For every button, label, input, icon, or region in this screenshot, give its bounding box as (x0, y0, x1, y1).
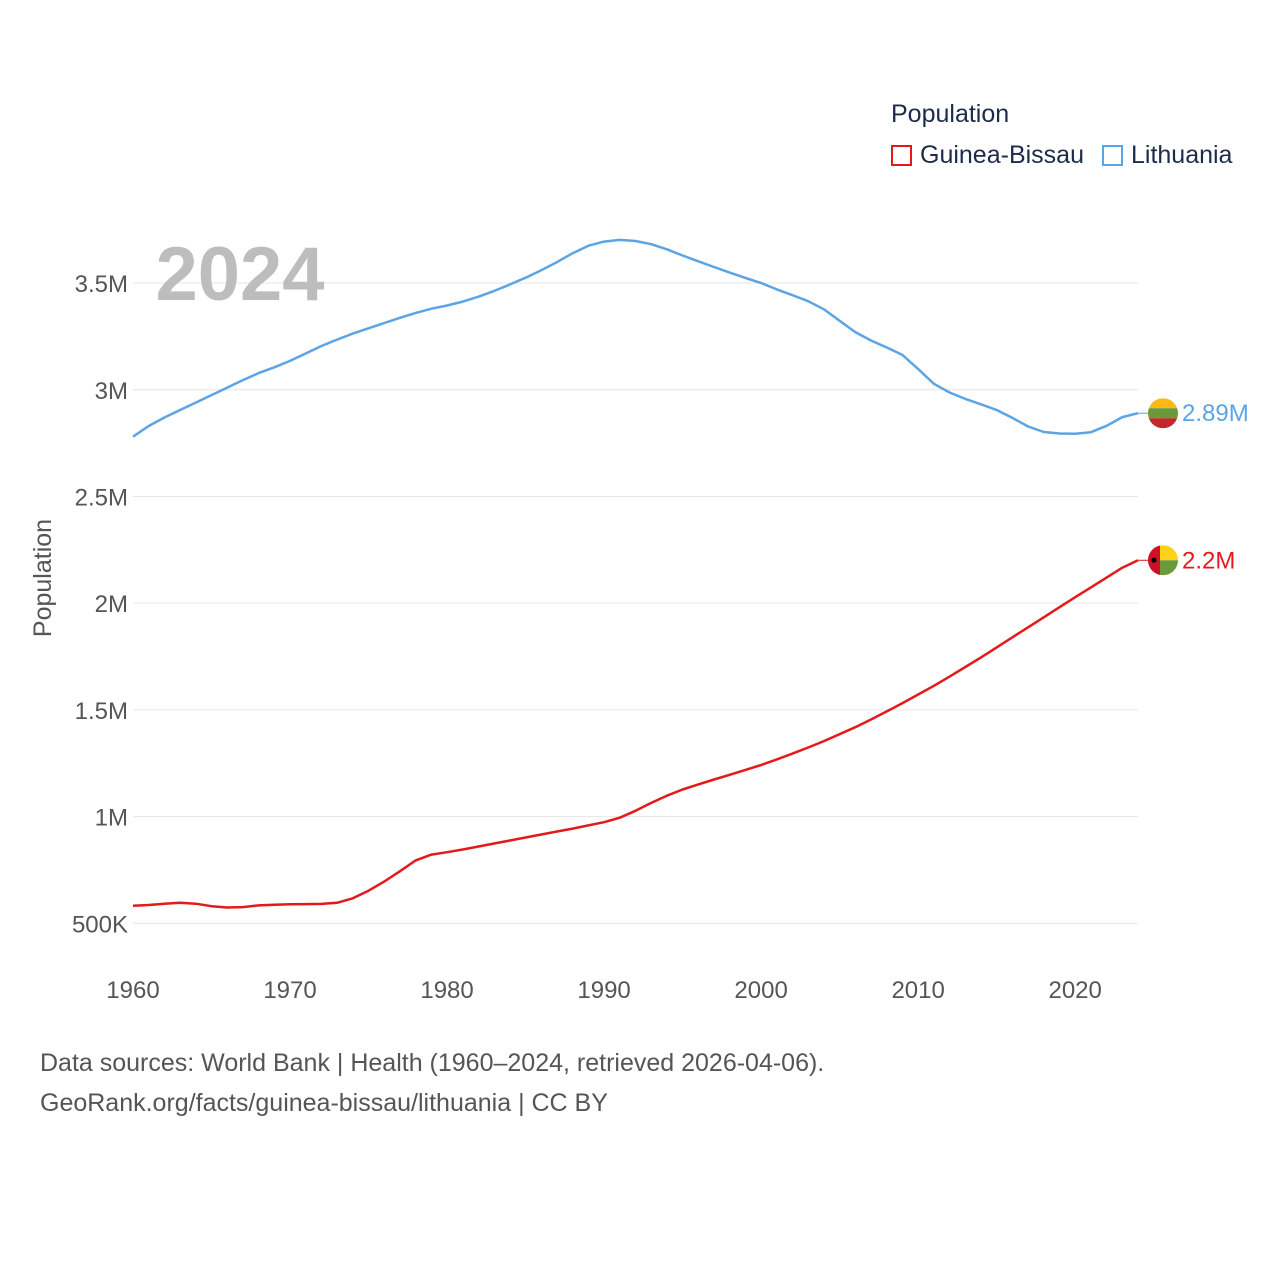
data-sources-text: Data sources: World Bank | Health (1960–… (40, 1049, 825, 1077)
legend-swatch-guinea-bissau (891, 145, 912, 166)
end-value-label-guinea-bissau: 2.2M (1182, 547, 1235, 574)
end-value-label-lithuania: 2.89M (1182, 400, 1249, 427)
legend-title: Population (891, 100, 1010, 128)
y-tick-label: 2M (95, 591, 128, 618)
legend-swatch-lithuania (1101, 145, 1123, 166)
series-line-guinea-bissau[interactable] (132, 559, 1139, 909)
y-axis-label: Population (29, 519, 57, 637)
y-tick-label: 3.5M (75, 271, 128, 298)
lithuania-flag-icon (1148, 398, 1178, 429)
x-tick-label: 1960 (106, 977, 159, 1004)
end-labels: 2.2M 2.89M (1138, 398, 1249, 576)
x-tick-label: 1980 (420, 977, 473, 1004)
x-tick-label: 1970 (263, 977, 316, 1004)
y-axis-ticks: 500K 1M 1.5M 2M 2.5M 3M 3.5M (72, 271, 128, 938)
legend-label-lithuania: Lithuania (1130, 141, 1233, 169)
legend-label-guinea-bissau: Guinea-Bissau (920, 141, 1084, 169)
x-tick-label: 2000 (734, 977, 787, 1004)
series-lines (132, 238, 1139, 909)
source-link-text[interactable]: GeoRank.org/facts/guinea-bissau/lithuani… (40, 1089, 608, 1117)
legend: Guinea-Bissau Lithuania (891, 141, 1250, 170)
x-tick-label: 1990 (577, 977, 630, 1004)
x-axis-ticks: 1960 1970 1980 1990 2000 2010 2020 (106, 977, 1102, 1004)
grid-lines (133, 282, 1138, 924)
y-tick-label: 2.5M (75, 484, 128, 511)
year-label: 2024 (155, 232, 324, 317)
x-tick-label: 2020 (1048, 977, 1101, 1004)
series-line-lithuania[interactable] (132, 238, 1139, 438)
y-tick-label: 500K (72, 911, 128, 938)
legend-item-guinea-bissau[interactable]: Guinea-Bissau (891, 141, 1084, 170)
y-tick-label: 1.5M (75, 698, 128, 725)
y-tick-label: 3M (95, 378, 128, 405)
y-tick-label: 1M (95, 805, 128, 832)
guinea-bissau-flag-icon (1148, 545, 1178, 576)
footer: Data sources: World Bank | Health (1960–… (40, 1043, 824, 1123)
x-tick-label: 2010 (891, 977, 944, 1004)
legend-item-lithuania[interactable]: Lithuania (1101, 141, 1233, 170)
